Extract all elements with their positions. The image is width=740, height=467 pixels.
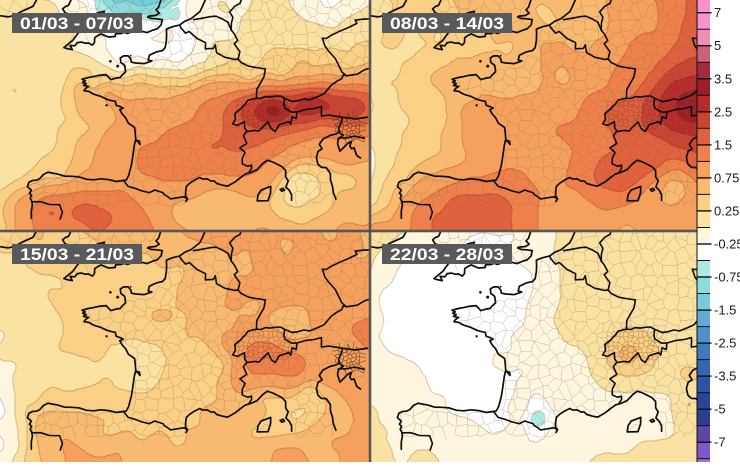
svg-text:01/03 - 07/03: 01/03 - 07/03 xyxy=(20,14,134,33)
svg-text:0.75: 0.75 xyxy=(714,170,739,185)
svg-text:0.25: 0.25 xyxy=(714,203,739,218)
svg-text:-0.25: -0.25 xyxy=(714,237,740,252)
svg-text:15/03 - 21/03: 15/03 - 21/03 xyxy=(20,245,134,264)
svg-text:2.5: 2.5 xyxy=(714,104,732,119)
svg-text:-1.5: -1.5 xyxy=(714,303,736,318)
svg-text:7: 7 xyxy=(714,5,721,20)
svg-text:-5: -5 xyxy=(714,402,726,417)
svg-text:5: 5 xyxy=(714,38,721,53)
svg-text:-0.75: -0.75 xyxy=(714,270,740,285)
svg-text:-2.5: -2.5 xyxy=(714,336,736,351)
svg-text:1.5: 1.5 xyxy=(714,137,732,152)
svg-text:-3.5: -3.5 xyxy=(714,369,736,384)
svg-text:-7: -7 xyxy=(714,435,726,450)
svg-text:08/03 - 14/03: 08/03 - 14/03 xyxy=(390,14,504,33)
svg-text:3.5: 3.5 xyxy=(714,71,732,86)
svg-text:22/03 - 28/03: 22/03 - 28/03 xyxy=(390,245,504,264)
